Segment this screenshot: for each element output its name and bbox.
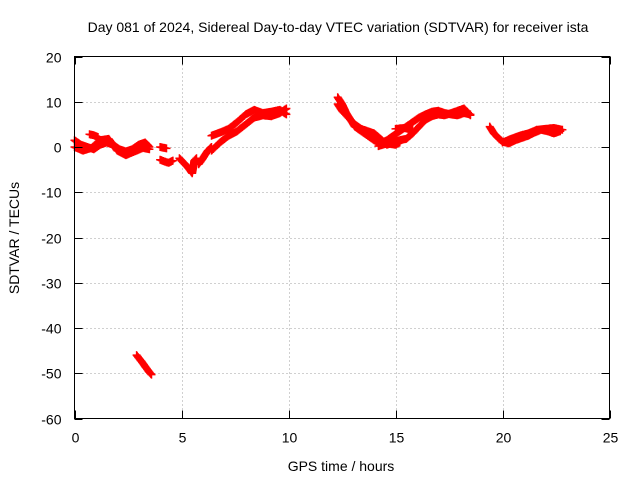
data-trace — [175, 154, 201, 178]
data-trace — [156, 143, 171, 153]
data-point-markers — [132, 351, 156, 379]
data-point-markers — [498, 124, 567, 147]
y-tick-label: 10 — [46, 95, 62, 111]
x-tick-label: 10 — [282, 430, 298, 446]
y-tick-label: -40 — [41, 321, 61, 337]
data-trace — [156, 155, 177, 167]
data-trace — [132, 351, 156, 379]
data-point-markers — [207, 105, 291, 140]
data-trace — [70, 134, 154, 160]
tick-layer — [74, 56, 611, 420]
x-tick-label: 5 — [179, 430, 187, 446]
data-trace — [374, 138, 404, 151]
data-point-markers — [175, 154, 201, 178]
data-point-markers — [391, 124, 417, 134]
x-tick-label: 20 — [496, 430, 512, 446]
chart-title: Day 081 of 2024, Sidereal Day-to-day VTE… — [88, 19, 589, 35]
data-trace — [207, 105, 291, 140]
y-tick-label: 20 — [46, 50, 62, 66]
data-trace — [85, 130, 102, 141]
x-axis-label: GPS time / hours — [288, 458, 395, 474]
data-point-markers — [70, 134, 154, 160]
data-trace — [391, 124, 417, 134]
grid-layer — [74, 56, 610, 419]
x-tick-label: 0 — [72, 430, 80, 446]
x-tick-label: 15 — [389, 430, 405, 446]
y-axis-label: SDTVAR / TECUs — [6, 182, 22, 294]
x-tick-label: 25 — [603, 430, 619, 446]
y-tick-label: -60 — [41, 412, 61, 428]
data-trace — [498, 124, 567, 147]
y-tick-label: -20 — [41, 231, 61, 247]
y-tick-label: -30 — [41, 276, 61, 292]
y-tick-label: -50 — [41, 366, 61, 382]
y-tick-label: 0 — [54, 140, 62, 156]
y-tick-label: -10 — [41, 185, 61, 201]
data-point-markers — [85, 130, 102, 141]
data-points-layer — [70, 93, 567, 379]
x-tick-labels: 0 5 10 15 20 25 — [72, 430, 619, 446]
plot-frame — [74, 56, 610, 419]
data-point-markers — [156, 155, 177, 167]
data-point-markers — [374, 138, 404, 151]
data-point-markers — [156, 143, 171, 153]
y-tick-labels: -60 -50 -40 -30 -20 -10 0 10 20 — [41, 50, 61, 428]
